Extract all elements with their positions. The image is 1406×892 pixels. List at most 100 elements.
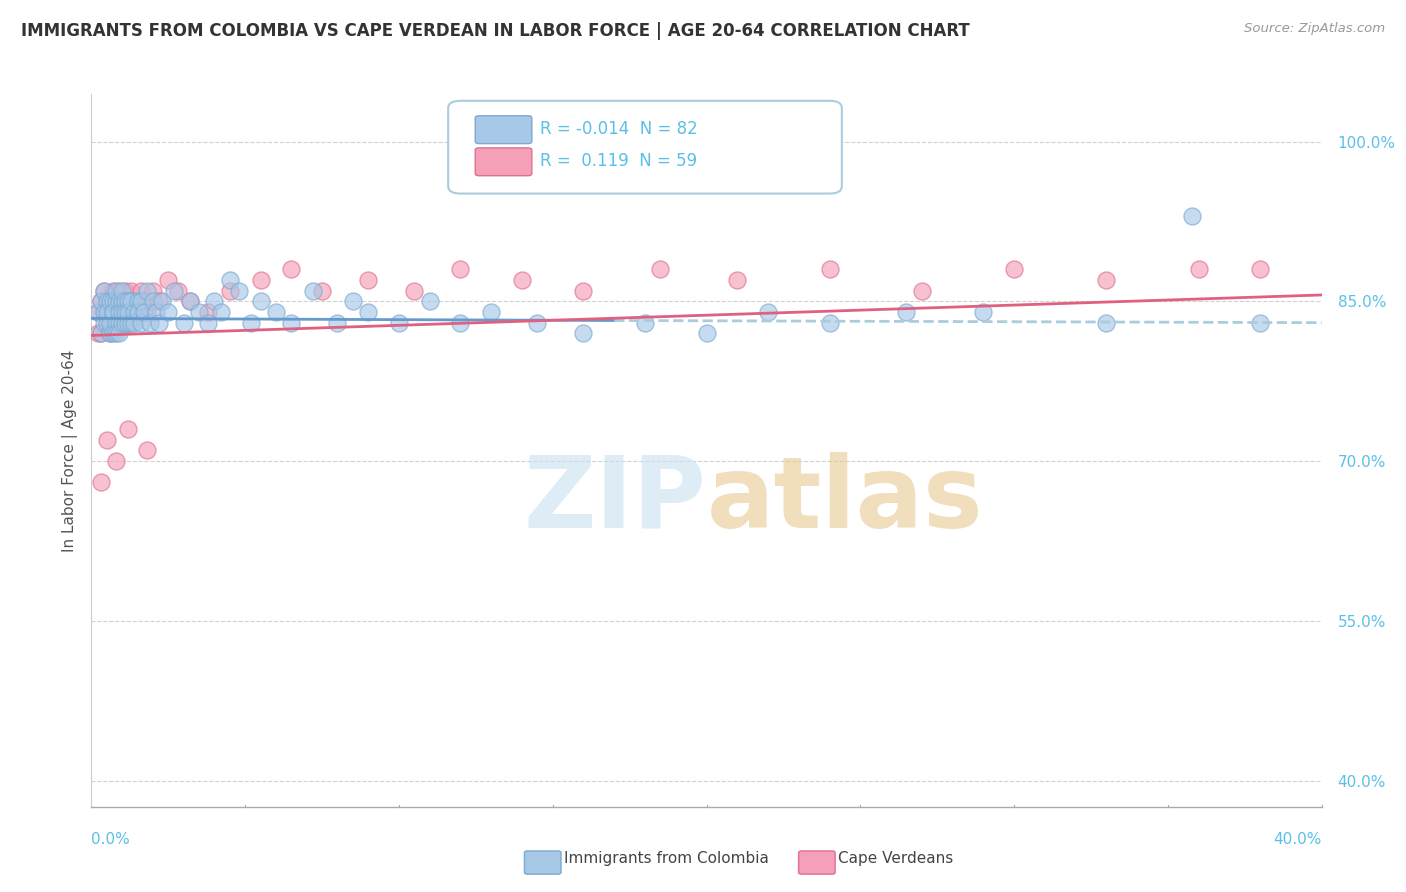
Point — [725, 273, 748, 287]
Point — [117, 316, 139, 330]
Point — [163, 284, 186, 298]
Point — [93, 305, 115, 319]
Text: Immigrants from Colombia: Immigrants from Colombia — [564, 851, 769, 865]
Point — [120, 284, 142, 298]
Point — [818, 316, 841, 330]
Point — [510, 273, 533, 287]
Point — [105, 284, 127, 298]
Point — [90, 294, 112, 309]
Point — [86, 326, 108, 341]
Point — [105, 316, 127, 330]
Point — [650, 262, 672, 277]
Point — [105, 326, 127, 341]
Point — [93, 316, 115, 330]
Point — [896, 305, 918, 319]
Point — [132, 305, 155, 319]
Point — [98, 294, 121, 309]
Point — [124, 305, 146, 319]
Point — [209, 305, 232, 319]
Point — [135, 443, 157, 458]
Point — [249, 273, 271, 287]
Point — [111, 294, 134, 309]
Point — [634, 316, 657, 330]
FancyBboxPatch shape — [449, 101, 842, 194]
Point — [117, 294, 139, 309]
Point — [105, 294, 127, 309]
Point — [96, 294, 118, 309]
Point — [101, 326, 124, 341]
Point — [197, 316, 219, 330]
Point — [127, 305, 149, 319]
Point — [127, 305, 149, 319]
Point — [114, 284, 136, 298]
Point — [108, 294, 131, 309]
Point — [179, 294, 201, 309]
Point — [572, 284, 595, 298]
Point — [357, 273, 380, 287]
Point — [479, 305, 502, 319]
Text: 0.0%: 0.0% — [91, 832, 131, 847]
Point — [111, 316, 134, 330]
Point — [301, 284, 323, 298]
Point — [911, 284, 934, 298]
Text: Cape Verdeans: Cape Verdeans — [838, 851, 953, 865]
Point — [526, 316, 548, 330]
Text: 40.0%: 40.0% — [1274, 832, 1322, 847]
Point — [98, 294, 121, 309]
Point — [96, 294, 118, 309]
Point — [404, 284, 426, 298]
Point — [166, 284, 188, 298]
Point — [117, 316, 139, 330]
Point — [105, 316, 127, 330]
Point — [157, 305, 180, 319]
Point — [127, 294, 149, 309]
Point — [90, 475, 112, 490]
Point — [145, 305, 167, 319]
Point — [1002, 262, 1025, 277]
Point — [93, 305, 115, 319]
Point — [228, 284, 250, 298]
Point — [240, 316, 263, 330]
Point — [1249, 316, 1271, 330]
Point — [818, 262, 841, 277]
Point — [449, 262, 471, 277]
Point — [129, 294, 152, 309]
Point — [249, 294, 271, 309]
Point — [179, 294, 201, 309]
Text: ZIP: ZIP — [523, 452, 706, 549]
Point — [117, 422, 139, 436]
Point — [280, 262, 302, 277]
Point — [86, 305, 108, 319]
Point — [101, 305, 124, 319]
Point — [96, 305, 118, 319]
Point — [96, 433, 118, 447]
Point — [111, 284, 134, 298]
Point — [96, 316, 118, 330]
Point — [188, 305, 211, 319]
Point — [1187, 262, 1209, 277]
Point — [218, 273, 240, 287]
Point — [98, 326, 121, 341]
Point — [114, 305, 136, 319]
Point — [1181, 209, 1204, 223]
Point — [93, 284, 115, 298]
Point — [120, 316, 142, 330]
Point — [572, 326, 595, 341]
Point — [96, 316, 118, 330]
Point — [135, 305, 157, 319]
Point — [132, 294, 155, 309]
Point — [108, 326, 131, 341]
FancyBboxPatch shape — [475, 116, 531, 144]
Point — [117, 305, 139, 319]
Text: atlas: atlas — [706, 452, 983, 549]
Point — [108, 305, 131, 319]
Point — [173, 316, 195, 330]
Point — [98, 316, 121, 330]
Point — [449, 316, 471, 330]
Point — [111, 316, 134, 330]
Point — [98, 326, 121, 341]
Point — [86, 305, 108, 319]
Text: Source: ZipAtlas.com: Source: ZipAtlas.com — [1244, 22, 1385, 36]
Point — [1095, 273, 1118, 287]
Point — [111, 305, 134, 319]
